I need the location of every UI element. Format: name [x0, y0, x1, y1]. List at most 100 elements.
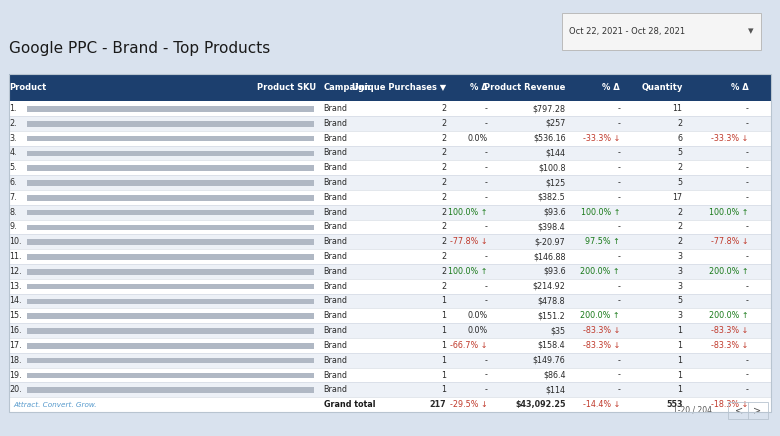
Text: % Δ: % Δ	[602, 83, 620, 92]
Text: $125: $125	[545, 178, 565, 187]
Text: Unique Purchases ▼: Unique Purchases ▼	[352, 83, 446, 92]
Text: 2: 2	[677, 237, 682, 246]
Bar	[9, 235, 771, 249]
Text: 1: 1	[678, 356, 682, 364]
Text: 2: 2	[441, 208, 446, 217]
Text: -: -	[617, 252, 620, 261]
Bar	[9, 160, 771, 175]
Text: 217: 217	[430, 400, 446, 409]
Text: 1.: 1.	[9, 104, 17, 113]
Text: % Δ: % Δ	[731, 83, 749, 92]
Text: -: -	[746, 104, 749, 113]
Text: 1: 1	[678, 326, 682, 335]
Text: % Δ: % Δ	[470, 83, 488, 92]
Text: -: -	[617, 104, 620, 113]
Text: Grand total: Grand total	[324, 400, 375, 409]
Text: Campaign: Campaign	[324, 83, 370, 92]
Text: $146.88: $146.88	[533, 252, 566, 261]
Text: $382.5: $382.5	[537, 193, 566, 202]
Text: $151.2: $151.2	[537, 311, 566, 320]
Text: 5: 5	[677, 178, 682, 187]
Text: -: -	[484, 119, 488, 128]
Text: 1: 1	[441, 326, 446, 335]
Text: 2: 2	[441, 222, 446, 232]
Bar	[27, 284, 314, 290]
Text: $43,092.25: $43,092.25	[515, 400, 566, 409]
Text: $257: $257	[545, 119, 565, 128]
Text: 7.: 7.	[9, 193, 17, 202]
Text: -: -	[746, 252, 749, 261]
Text: 200.0% ↑: 200.0% ↑	[709, 311, 749, 320]
Text: 14.: 14.	[9, 296, 22, 306]
Text: -: -	[617, 163, 620, 172]
Text: 11.: 11.	[9, 252, 22, 261]
Text: Brand: Brand	[324, 178, 348, 187]
Text: $114: $114	[545, 385, 565, 394]
Bar	[27, 388, 314, 393]
Text: Quantity: Quantity	[641, 83, 682, 92]
Bar	[27, 210, 314, 215]
Bar	[9, 175, 771, 190]
Bar	[9, 205, 771, 220]
Text: 5: 5	[677, 149, 682, 157]
Text: Product SKU: Product SKU	[257, 83, 316, 92]
Text: 2: 2	[441, 149, 446, 157]
Bar	[9, 382, 771, 397]
Bar	[9, 116, 771, 131]
Text: -: -	[617, 296, 620, 306]
Text: 18.: 18.	[9, 356, 22, 364]
Text: 100.0% ↑: 100.0% ↑	[448, 267, 488, 276]
Text: $93.6: $93.6	[543, 267, 566, 276]
Text: <: <	[735, 405, 743, 415]
Text: 1: 1	[678, 371, 682, 379]
Text: -: -	[484, 296, 488, 306]
Text: 11: 11	[672, 104, 682, 113]
Text: 2: 2	[441, 104, 446, 113]
Bar	[9, 101, 771, 116]
Bar	[27, 180, 314, 186]
Text: -77.8% ↓: -77.8% ↓	[450, 237, 488, 246]
Bar	[27, 254, 314, 260]
Bar	[9, 397, 771, 412]
Bar	[27, 328, 314, 334]
Text: 100.0% ↑: 100.0% ↑	[709, 208, 749, 217]
Bar	[9, 249, 771, 264]
Bar	[9, 131, 771, 146]
Text: -83.3% ↓: -83.3% ↓	[711, 326, 749, 335]
Text: -: -	[746, 149, 749, 157]
Text: 1: 1	[678, 385, 682, 394]
Text: Brand: Brand	[324, 237, 348, 246]
Text: 3: 3	[678, 311, 682, 320]
Bar	[27, 136, 314, 141]
Text: 1-20 / 204: 1-20 / 204	[673, 406, 712, 415]
Bar	[728, 402, 768, 419]
Text: 200.0% ↑: 200.0% ↑	[580, 311, 620, 320]
Text: -: -	[484, 104, 488, 113]
Text: -: -	[617, 385, 620, 394]
Text: 1: 1	[441, 296, 446, 306]
Text: 3.: 3.	[9, 134, 17, 143]
Text: -: -	[484, 385, 488, 394]
FancyBboxPatch shape	[562, 13, 760, 50]
Text: 2: 2	[441, 178, 446, 187]
Text: Oct 22, 2021 - Oct 28, 2021: Oct 22, 2021 - Oct 28, 2021	[569, 27, 686, 36]
Bar	[9, 279, 771, 293]
Text: 0.0%: 0.0%	[467, 134, 488, 143]
Text: -66.7% ↓: -66.7% ↓	[450, 341, 488, 350]
Text: Product Revenue: Product Revenue	[484, 83, 566, 92]
Text: -: -	[617, 178, 620, 187]
Text: Brand: Brand	[324, 149, 348, 157]
Text: 20.: 20.	[9, 385, 22, 394]
Text: 0.0%: 0.0%	[467, 311, 488, 320]
Text: Brand: Brand	[324, 385, 348, 394]
Text: 3: 3	[678, 267, 682, 276]
Bar	[9, 220, 771, 235]
Text: 1: 1	[441, 341, 446, 350]
Text: 97.5% ↑: 97.5% ↑	[585, 237, 620, 246]
Bar	[9, 74, 771, 101]
Text: 1: 1	[678, 341, 682, 350]
Text: 2: 2	[677, 163, 682, 172]
Text: -: -	[746, 222, 749, 232]
Text: 8.: 8.	[9, 208, 17, 217]
Text: 10.: 10.	[9, 237, 22, 246]
